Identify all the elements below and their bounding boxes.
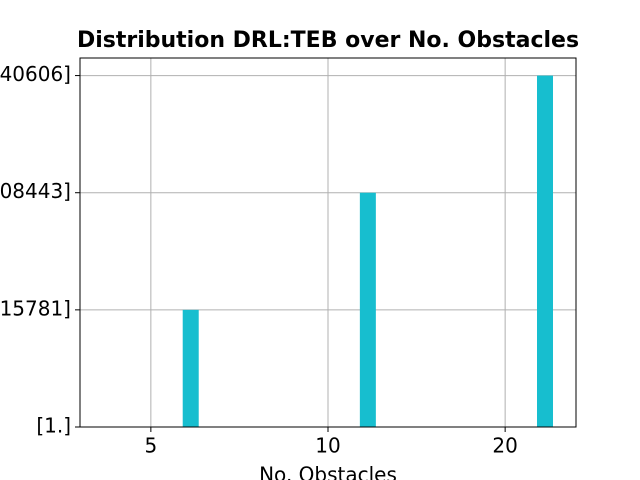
bar	[537, 75, 553, 428]
bar	[359, 192, 376, 427]
y-tick-label: 08443]	[0, 179, 71, 203]
x-tick-label: 5	[144, 434, 157, 458]
x-axis-label: No. Obstacles	[259, 463, 397, 480]
y-tick-label: 40606]	[0, 62, 71, 86]
x-tick-label: 20	[492, 434, 517, 458]
y-tick-label: 15781]	[0, 296, 71, 320]
bar	[182, 309, 199, 427]
plot-frame	[79, 57, 577, 428]
y-tick-label: [1.]	[36, 414, 71, 438]
x-tick-label: 10	[315, 434, 340, 458]
chart-title: Distribution DRL:TEB over No. Obstacles	[77, 28, 579, 53]
